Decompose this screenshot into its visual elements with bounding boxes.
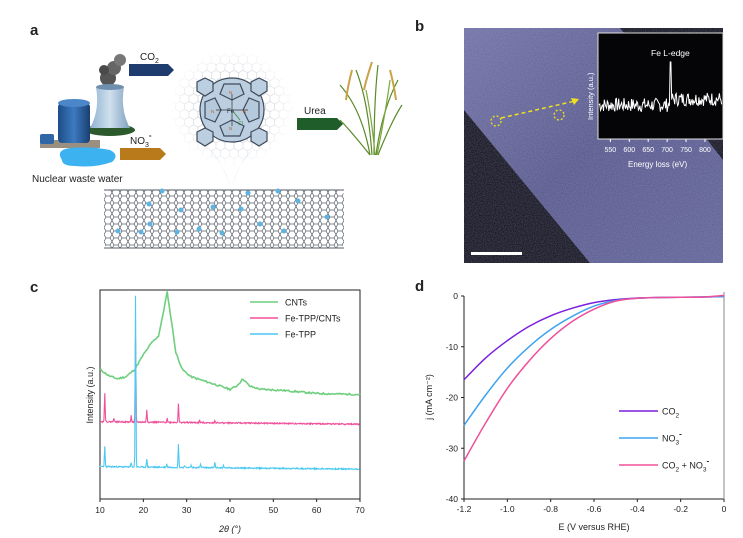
phenyl-ring bbox=[196, 77, 214, 97]
co2-arrow-icon bbox=[129, 64, 174, 76]
eels-inset-frame bbox=[597, 32, 724, 140]
no3-arrow-icon bbox=[120, 148, 166, 160]
eels-spectrum-line bbox=[598, 61, 723, 113]
no3-label: NO3- bbox=[130, 131, 152, 149]
x-tick-label: 60 bbox=[312, 505, 322, 515]
eels-x-tick-label: 550 bbox=[605, 147, 617, 154]
series-line-co2-no3- bbox=[463, 294, 725, 462]
series-line-fe-tpp-cnts bbox=[100, 337, 360, 426]
eels-point-end bbox=[553, 109, 565, 121]
ee-ls-point-start bbox=[490, 115, 502, 127]
series-line-no3- bbox=[463, 295, 725, 426]
carbon-nanotube bbox=[104, 188, 344, 249]
x-axis-label: 2θ (°) bbox=[218, 524, 241, 534]
x-tick-label: 40 bbox=[225, 505, 235, 515]
scan-line bbox=[500, 100, 576, 119]
urea-label: Urea bbox=[304, 106, 326, 117]
x-axis-label: E (V versus RHE) bbox=[558, 522, 629, 532]
panel-label-a: a bbox=[30, 22, 39, 39]
eels-x-tick-label: 750 bbox=[680, 147, 692, 154]
panel-label-c: c bbox=[30, 279, 39, 296]
eels-ylabel: Intensity (a.u.) bbox=[586, 72, 595, 120]
arrowhead-icon bbox=[571, 98, 579, 105]
x-tick-label: -1.2 bbox=[457, 504, 472, 514]
y-tick-label: -30 bbox=[446, 443, 459, 453]
eels-x-tick-label: 600 bbox=[623, 147, 635, 154]
x-tick-label: -0.4 bbox=[630, 504, 645, 514]
y-axis-label: j (mA cm⁻²) bbox=[424, 374, 434, 421]
panel-c-chart: 10 20 30 40 50 60 70 2θ (°) Intensity (a.u.) C… bbox=[85, 289, 365, 534]
phenyl-ring bbox=[250, 77, 268, 97]
cooling-tower-icon bbox=[85, 84, 135, 136]
legend-label: Fe-TPP bbox=[285, 330, 316, 340]
y-tick-label: -20 bbox=[446, 393, 459, 403]
x-tick-label: 30 bbox=[182, 505, 192, 515]
scale-bar bbox=[471, 252, 522, 255]
x-tick-label: -0.2 bbox=[673, 504, 688, 514]
waste-water-icon bbox=[59, 147, 116, 167]
legend-label: CO2 + NO3- bbox=[662, 457, 710, 474]
eels-x-tick-label: 800 bbox=[699, 147, 711, 154]
y-tick-label: -10 bbox=[446, 342, 459, 352]
series-line-fe-tpp bbox=[99, 295, 361, 471]
series-line-cnts bbox=[99, 291, 361, 396]
eels-title: Fe L-edge bbox=[651, 48, 690, 58]
x-tick-label: -1.0 bbox=[500, 504, 515, 514]
legend-label: CNTs bbox=[285, 298, 307, 308]
fe-tpp-molecule bbox=[196, 77, 268, 147]
x-tick-label: 0 bbox=[722, 504, 727, 514]
phenyl-ring bbox=[250, 127, 268, 147]
y-axis-label: Intensity (a.u.) bbox=[85, 366, 95, 423]
y-tick-label: -40 bbox=[446, 494, 459, 504]
x-tick-label: 20 bbox=[139, 505, 149, 515]
legend-label: CO2 bbox=[662, 407, 680, 420]
storage-tank-icon bbox=[40, 99, 100, 148]
nuclear-waste-water-label: Nuclear waste water bbox=[32, 174, 123, 185]
panel-label-d: d bbox=[415, 278, 425, 295]
panel-b-image: Fe L-edge Intensity (a.u.) 550 600 650 700 7… bbox=[464, 28, 724, 263]
eels-xlabel: Energy loss (eV) bbox=[628, 160, 687, 169]
rice-plant-icon bbox=[339, 61, 403, 156]
legend-label: Fe-TPP/CNTs bbox=[285, 314, 341, 324]
n-atom-label: N bbox=[211, 109, 214, 114]
urea-arrow-icon bbox=[297, 118, 343, 130]
x-tick-label: -0.8 bbox=[543, 504, 558, 514]
x-tick-label: 10 bbox=[95, 505, 105, 515]
phenyl-ring bbox=[196, 127, 214, 147]
fe-atom-label: Fe bbox=[227, 109, 235, 115]
n-atom-label: N bbox=[229, 126, 232, 131]
cl-atom-label: Cl bbox=[238, 121, 243, 127]
n-atom-label: N bbox=[243, 109, 246, 114]
x-tick-label: -0.6 bbox=[587, 504, 602, 514]
legend-label: NO3- bbox=[662, 430, 682, 447]
x-tick-label: 50 bbox=[269, 505, 279, 515]
panel-label-b: b bbox=[415, 18, 425, 35]
panel-a-schematic: CO2 NO3- Urea Nuclear waste water Fe N N… bbox=[32, 49, 403, 249]
y-tick-label: 0 bbox=[453, 291, 458, 301]
x-tick-label: 70 bbox=[355, 505, 365, 515]
eels-x-tick-label: 650 bbox=[642, 147, 654, 154]
n-atom-label: N bbox=[229, 90, 232, 95]
co2-label: CO2 bbox=[140, 52, 159, 65]
smoke-icon bbox=[99, 54, 126, 86]
fe-tpp-sites bbox=[115, 188, 330, 236]
eels-x-tick-label: 700 bbox=[661, 147, 673, 154]
